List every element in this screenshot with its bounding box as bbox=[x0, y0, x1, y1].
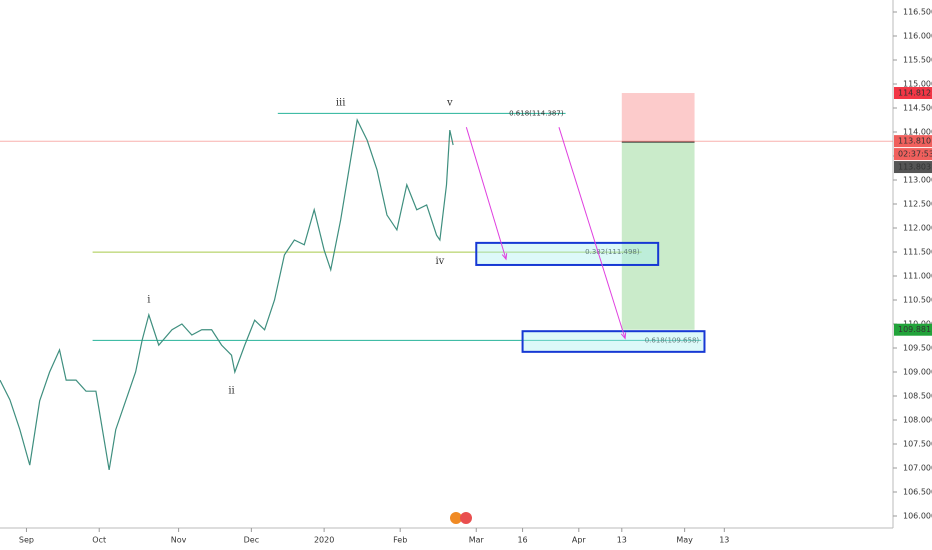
x-tick-label: May bbox=[676, 536, 693, 545]
price-badge bbox=[894, 87, 932, 100]
y-tick-label: 107.500 bbox=[903, 440, 932, 449]
wave-label: iv bbox=[435, 256, 444, 267]
target-zone bbox=[621, 142, 695, 330]
zone-box bbox=[475, 241, 660, 266]
y-tick-label: 115.000 bbox=[903, 80, 932, 89]
fib-label: 0.618(109.658) bbox=[645, 336, 700, 344]
price-badge-label: 02:37:53 bbox=[898, 150, 932, 159]
x-tick-label: Feb bbox=[393, 536, 407, 545]
x-tick-label: 2020 bbox=[314, 536, 334, 545]
arrow bbox=[558, 127, 626, 339]
y-tick-label: 114.000 bbox=[903, 128, 932, 137]
y-tick-label: 111.000 bbox=[903, 272, 932, 281]
x-tick-label: Sep bbox=[19, 536, 34, 545]
arrow bbox=[465, 127, 507, 260]
y-tick-label: 108.500 bbox=[903, 392, 932, 401]
arrow-head bbox=[620, 332, 627, 340]
fib-label: 0.618(114.387) bbox=[509, 109, 564, 117]
x-tick-label: 13 bbox=[617, 536, 627, 545]
price-badge bbox=[894, 148, 932, 161]
y-tick-label: 116.000 bbox=[903, 32, 932, 41]
fib-label: 0.382(111.498) bbox=[585, 248, 640, 256]
y-tick-label: 112.000 bbox=[903, 224, 932, 233]
price-line bbox=[0, 118, 454, 471]
price-badge bbox=[894, 323, 932, 336]
price-badge bbox=[894, 135, 932, 148]
y-tick-label: 109.000 bbox=[903, 368, 932, 377]
x-tick-label: Nov bbox=[171, 536, 187, 545]
y-tick-label: 110.500 bbox=[903, 296, 932, 305]
price-badge-label: 109.881 bbox=[898, 325, 931, 334]
wave-label: iii bbox=[336, 98, 346, 109]
wave-label: ii bbox=[228, 386, 234, 397]
y-tick-label: 108.000 bbox=[903, 416, 932, 425]
price-badge-label: 114.812 bbox=[898, 89, 931, 98]
y-tick-label: 107.000 bbox=[903, 464, 932, 473]
y-tick-label: 106.500 bbox=[903, 488, 932, 497]
wave-label: v bbox=[446, 98, 453, 109]
y-tick-label: 116.500 bbox=[903, 8, 932, 17]
y-tick-label: 115.500 bbox=[903, 56, 932, 65]
y-tick-label: 109.500 bbox=[903, 344, 932, 353]
x-tick-label: Apr bbox=[572, 536, 587, 545]
arrow-head bbox=[501, 253, 508, 261]
price-badge-label: 113.803 bbox=[898, 163, 931, 172]
y-tick-label: 112.500 bbox=[903, 200, 932, 209]
x-tick-label: Dec bbox=[244, 536, 259, 545]
wave-label: i bbox=[147, 295, 150, 306]
x-tick-label: Mar bbox=[469, 536, 485, 545]
x-tick-label: 16 bbox=[517, 536, 527, 545]
x-tick-label: Oct bbox=[92, 536, 106, 545]
logo bbox=[450, 512, 472, 524]
y-tick-label: 111.500 bbox=[903, 248, 932, 257]
price-badge bbox=[894, 161, 932, 174]
stop-zone bbox=[621, 93, 695, 143]
y-tick-label: 113.000 bbox=[903, 176, 932, 185]
y-tick-label: 106.000 bbox=[903, 512, 932, 521]
x-tick-label: 13 bbox=[719, 536, 729, 545]
price-badge-label: 113.810 bbox=[898, 137, 931, 146]
y-tick-label: 114.500 bbox=[903, 104, 932, 113]
zone-box bbox=[521, 330, 706, 353]
